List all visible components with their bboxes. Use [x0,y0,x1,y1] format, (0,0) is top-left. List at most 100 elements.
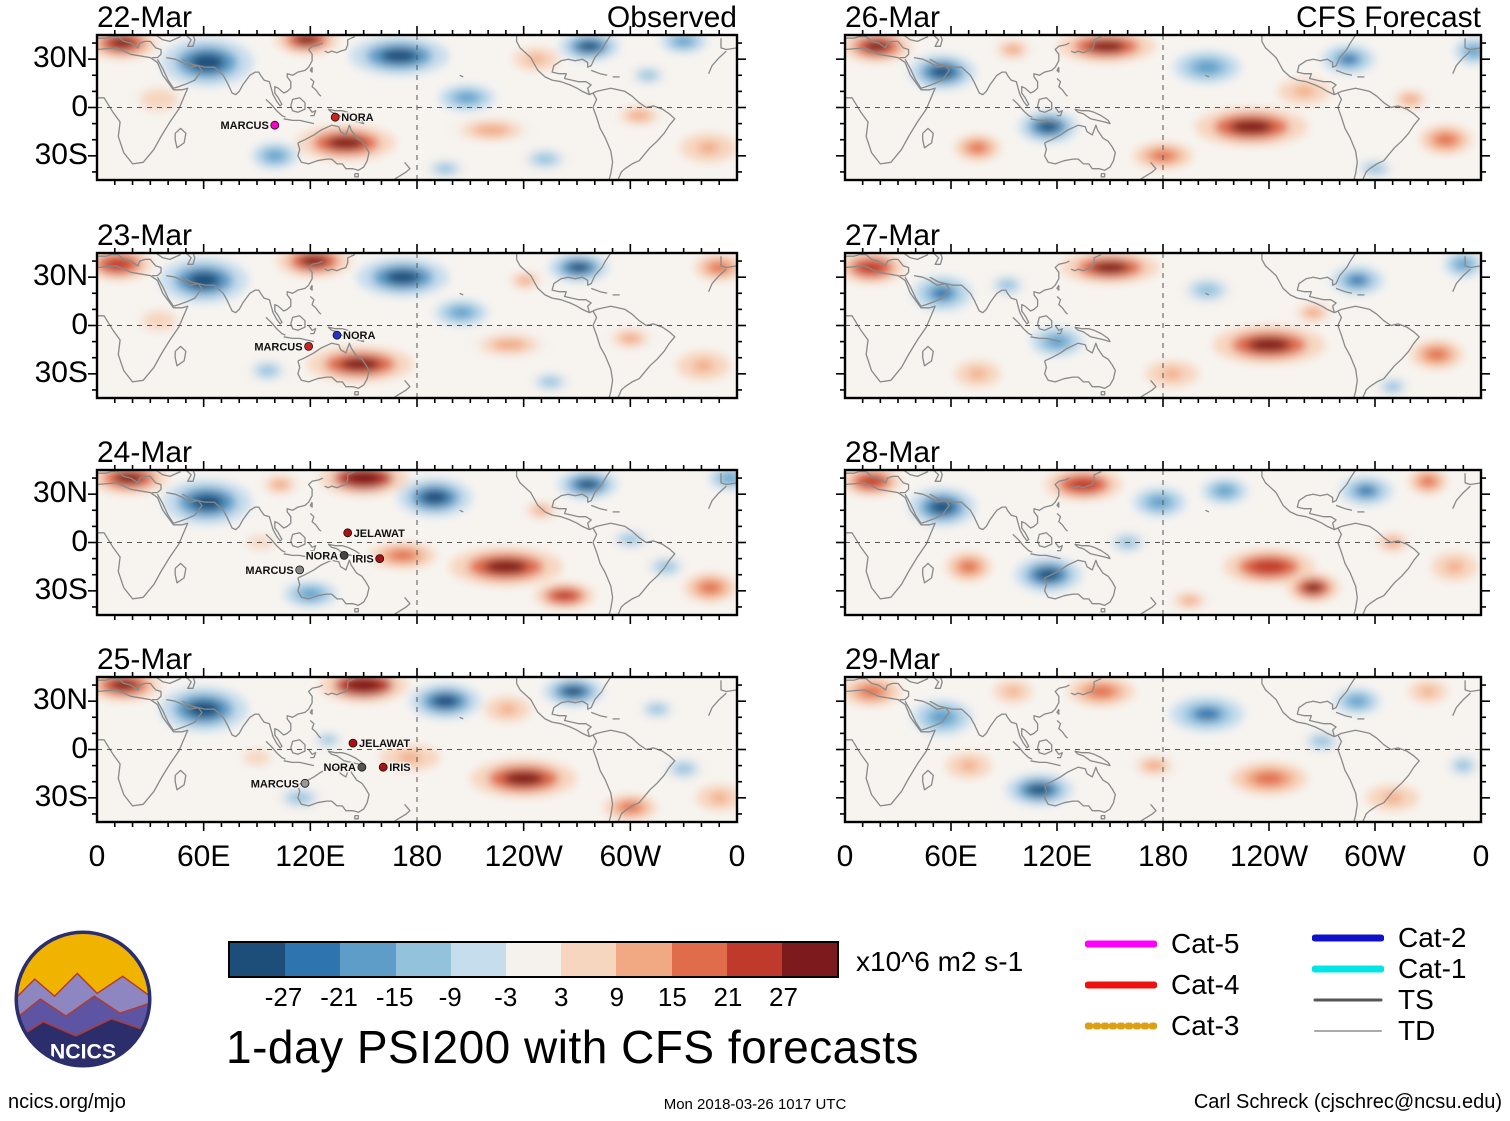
panel-date: 28-Mar [845,436,941,469]
colorbar-segment [450,943,506,976]
legend-line-Cat-5 [1085,940,1157,948]
colorbar-segment [726,943,782,976]
storm-label-NORA: NORA [324,762,356,774]
coastlines [845,677,1481,822]
legend-label: Cat-3 [1171,1010,1240,1041]
x-axis-label: 60E [924,840,978,873]
storm-marker-IRIS [378,762,388,772]
map-svg-24-Mar: JELAWAT NORA IRIS MARCUS [88,461,746,624]
coastlines [97,677,737,822]
legend-label: Cat-4 [1171,969,1240,1000]
column-title: CFS Forecast [1295,1,1481,34]
x-axis-label: 120E [275,840,346,873]
map-panel-29-Mar [836,668,1490,831]
storm-marker-JELAWAT [348,738,358,748]
anomaly-field [845,677,1481,811]
legend-group-minor-cats: Cat-2 Cat-1 TS TD [1312,924,1466,1045]
anomaly-field [97,35,737,180]
panel-date: 23-Mar [97,219,193,252]
storm-label-NORA: NORA [306,550,338,562]
legend-line-Cat-1 [1312,965,1384,973]
colorbar-tick-label: 9 [609,982,625,1012]
footer-timestamp: Mon 2018-03-26 1017 UTC [663,1096,847,1113]
colorbar-tick-label: 21 [713,982,743,1012]
legend-row-Cat-1: Cat-1 [1312,955,1466,983]
y-axis-label: 0 [71,307,88,341]
legend-line-Cat-2 [1312,934,1384,942]
storm-label-JELAWAT: JELAWAT [354,528,405,540]
colorbar-tick-label: 3 [554,982,569,1012]
panel-border [843,675,1483,824]
map-svg-28-Mar [836,461,1490,624]
map-panel-24-Mar: JELAWAT NORA IRIS MARCUS [88,461,746,624]
panel-date: 27-Mar [845,219,941,252]
coastlines [845,253,1481,398]
anomaly-field [97,253,737,394]
panel-date: 24-Mar [97,436,193,469]
map-svg-22-Mar: MARCUS NORA [88,26,746,189]
map-panel-22-Mar: MARCUS NORA [88,26,746,189]
storm-label-MARCUS: MARCUS [245,565,293,577]
storm-label-MARCUS: MARCUS [221,120,269,132]
x-axis-label: 0 [728,840,746,873]
figure-title: 1-day PSI200 with CFS forecasts [226,1021,920,1073]
panel-header-23-Mar: 23-Mar [97,220,737,251]
storm-marker-NORA [330,112,340,122]
panel-border [95,675,739,824]
x-axis-label: 120W [1229,840,1309,873]
panel-header-24-Mar: 24-Mar [97,437,737,468]
column-title: Observed [606,1,737,34]
storm-label-NORA: NORA [343,330,375,342]
storm-marker-IRIS [375,554,385,563]
coastlines [845,35,1481,180]
storm-marker-MARCUS [295,565,305,575]
storm-marker-JELAWAT [343,528,353,538]
colorbar-segment [340,943,396,976]
ncics-logo-graphic: NCICS [14,930,152,1068]
storm-label-IRIS: IRIS [389,762,410,774]
colorbar-tick-label: -21 [320,982,358,1012]
legend-label: TS [1398,984,1434,1015]
colorbar-tick-label: 15 [657,982,687,1012]
x-axis-label: 180 [1137,840,1189,873]
panel-border [95,33,739,182]
y-axis-label: 30S [34,137,88,171]
panel-header-26-Mar: 26-Mar CFS Forecast [845,2,1481,33]
y-axis-label: 30S [34,779,88,813]
map-panel-27-Mar [836,244,1490,407]
storm-label-NORA: NORA [341,112,373,124]
x-axis-label: 120E [1021,840,1093,873]
logo-mountains [16,972,150,1066]
panel-header-22-Mar: 22-Mar Observed [97,2,737,33]
panel-date: 22-Mar [97,1,193,34]
coastlines [97,470,737,615]
panel-header-27-Mar: 27-Mar [845,220,1481,251]
colorbar-segment [781,943,838,976]
legend-row-TD: TD [1312,1017,1466,1045]
panel-border [95,468,739,617]
colorbar-segment [285,943,341,976]
storm-label-IRIS: IRIS [352,554,373,566]
map-panel-28-Mar [836,461,1490,624]
legend-row-Cat-3: Cat-3 [1085,1012,1239,1040]
footer-url: ncics.org/mjo [8,1091,126,1113]
y-axis-label: 30S [34,355,88,389]
x-axis-label: 60W [599,840,662,873]
y-axis-label: 0 [71,524,88,558]
panel-header-29-Mar: 29-Mar [845,644,1481,675]
logo-border [14,930,152,1068]
legend-line-TS [1313,998,1383,1002]
map-svg-27-Mar [836,244,1490,407]
coastlines [845,470,1481,615]
panel-border [95,251,739,400]
legend-line-Cat-4 [1085,981,1157,989]
panel-border [843,33,1483,182]
storm-marker-NORA [339,551,349,560]
map-svg-23-Mar: NORA MARCUS [88,244,746,407]
colorbar-segment [671,943,727,976]
legend-label: Cat-5 [1171,928,1240,959]
x-axis-label: 180 [391,840,443,873]
y-axis-label: 30S [34,572,88,606]
storm-label-JELAWAT: JELAWAT [359,738,410,750]
